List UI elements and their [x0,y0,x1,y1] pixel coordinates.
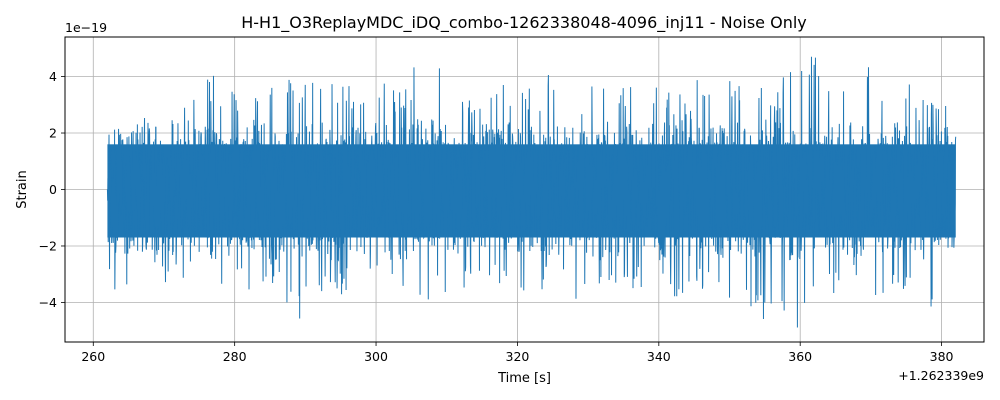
y-tick-label: 2 [49,126,57,141]
y-axis-ticks: −4 −2 0 2 4 [39,69,65,310]
x-axis-label: Time [s] [497,371,551,386]
y-tick-label: 0 [49,182,57,197]
chart-title: H-H1_O3ReplayMDC_iDQ_combo-1262338048-40… [241,13,807,33]
x-offset-label: +1.262339e9 [898,368,984,383]
y-axis-label: Strain [15,170,30,209]
x-axis-ticks: 260 280 300 320 340 360 380 [81,342,954,364]
y-tick-label: −4 [39,295,57,310]
x-tick-label: 320 [506,349,530,364]
x-tick-label: 260 [81,349,105,364]
y-scale-label: 1e−19 [65,20,107,35]
x-tick-label: 340 [647,349,671,364]
y-tick-label: 4 [49,69,57,84]
y-tick-label: −2 [39,238,57,253]
x-tick-label: 280 [223,349,247,364]
x-tick-label: 300 [364,349,388,364]
plot-area [106,56,957,328]
x-tick-label: 380 [930,349,954,364]
x-tick-label: 360 [788,349,812,364]
strain-series-line [106,56,957,328]
